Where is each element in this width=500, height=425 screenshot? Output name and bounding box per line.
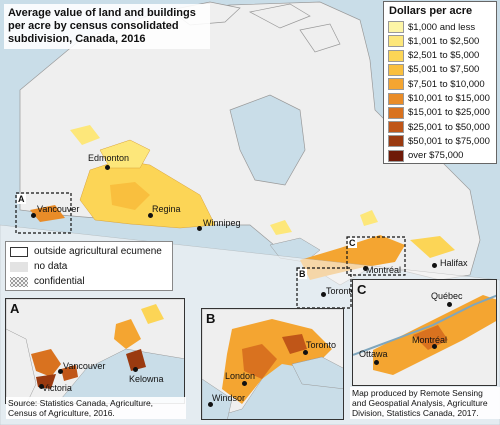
- legend-swatch: [388, 21, 404, 33]
- city-dot-vancouver: [31, 213, 36, 218]
- source-note: Source: Statistics Canada, Agriculture, …: [6, 397, 186, 419]
- key-confidential-label: confidential: [34, 276, 85, 287]
- legend-label: $5,001 to $7,500: [408, 64, 480, 76]
- inset-a-label-kelowna: Kelowna: [129, 374, 164, 384]
- inset-b-label-windsor: Windsor: [212, 393, 246, 403]
- city-dot-halifax: [432, 263, 437, 268]
- legend-row: $2,501 to $5,000: [388, 49, 479, 63]
- inset-b-label-london: London: [225, 371, 256, 381]
- region-box-c: [346, 236, 406, 276]
- inset-a-dot-victoria: [39, 384, 44, 389]
- legend-swatch: [388, 121, 404, 134]
- legend-label: $7,501 to $10,000: [408, 78, 485, 90]
- no-data-swatch: [10, 261, 28, 272]
- inset-b-dot-windsor: [208, 402, 213, 407]
- inset-a-dot-vancouver: [58, 369, 63, 374]
- region-label-a: A: [17, 194, 26, 204]
- city-dot-toronto: [321, 292, 326, 297]
- legend-swatch: [388, 135, 404, 148]
- legend-row: $5,001 to $7,500: [388, 63, 479, 77]
- inset-a: A Vancouver Victoria Kelowna: [5, 298, 185, 404]
- legend-swatch: [388, 106, 404, 119]
- inset-c-dot-ottawa: [374, 360, 379, 365]
- prairie-high-value: [110, 182, 150, 210]
- legend-row: $15,001 to $25,000: [388, 106, 490, 120]
- key-nodata-row: no data: [10, 261, 67, 272]
- legend-swatch: [388, 63, 404, 76]
- legend-row: $25,001 to $50,000: [388, 120, 490, 134]
- inset-c-dot-quebec: [447, 302, 452, 307]
- key-nodata-label: no data: [34, 261, 68, 272]
- city-label-winnipeg: Winnipeg: [203, 218, 241, 228]
- region-label-c: C: [348, 238, 357, 248]
- legend-label: $1,001 to $2,500: [408, 35, 480, 47]
- region-label-b: B: [298, 269, 307, 279]
- city-label-edmonton: Edmonton: [88, 153, 130, 163]
- legend-row: over $75,000: [388, 149, 463, 163]
- clay-belt-agriculture: [270, 220, 292, 235]
- peace-river-agriculture: [70, 125, 100, 145]
- city-label-vancouver: Vancouver: [37, 204, 80, 214]
- inset-c-label-montreal: Montréal: [412, 335, 448, 345]
- inset-b: B Toronto London Windsor: [201, 308, 344, 420]
- key-confidential-row: confidential: [10, 276, 85, 287]
- legend-row: $1,000 and less: [388, 20, 475, 34]
- city-label-halifax: Halifax: [440, 258, 468, 268]
- legend-swatch: [388, 35, 404, 48]
- inset-c: C Québec Montréal Ottawa: [352, 279, 497, 386]
- legend-label: $10,001 to $15,000: [408, 93, 490, 104]
- hudson-bay: [229, 94, 306, 186]
- inset-b-letter: B: [206, 311, 216, 326]
- credit-note: Map produced by Remote Sensing and Geosp…: [350, 387, 500, 419]
- inset-c-label-ottawa: Ottawa: [359, 349, 388, 359]
- city-dot-winnipeg: [197, 226, 202, 231]
- legend-row: $10,001 to $15,000: [388, 92, 490, 106]
- confidential-swatch: [10, 276, 28, 287]
- inset-b-dot-london: [242, 381, 247, 386]
- legend-label: over $75,000: [408, 150, 464, 162]
- city-dot-montreal: [363, 266, 368, 271]
- city-dot-edmonton: [105, 165, 110, 170]
- legend-label: $25,001 to $50,000: [408, 121, 490, 133]
- inset-b-dot-toronto: [303, 350, 308, 355]
- city-dot-regina: [148, 213, 153, 218]
- lac-st-jean-agriculture: [360, 210, 378, 226]
- inset-c-letter: C: [357, 282, 367, 297]
- inset-c-label-quebec: Québec: [431, 291, 463, 301]
- legend-label: $15,001 to $25,000: [408, 107, 490, 119]
- inset-b-map: [202, 309, 343, 419]
- inset-a-letter: A: [10, 301, 20, 316]
- inset-a-map: [6, 299, 184, 403]
- legend-row: $1,001 to $2,500: [388, 34, 479, 48]
- key-outside-row: outside agricultural ecumene: [10, 246, 162, 257]
- map-key: outside agricultural ecumene no data con…: [5, 241, 173, 291]
- bc-agriculture: [30, 205, 65, 222]
- key-outside-label: outside agricultural ecumene: [34, 246, 162, 257]
- legend-label: $1,000 and less: [408, 21, 476, 33]
- region-box-a: [15, 192, 72, 234]
- legend-swatch: [388, 92, 404, 105]
- legend-swatch: [388, 49, 404, 62]
- inset-c-map: [353, 280, 496, 385]
- inset-a-label-vancouver: Vancouver: [63, 361, 106, 371]
- city-label-regina: Regina: [152, 204, 181, 214]
- legend-label: $2,501 to $5,000: [408, 50, 480, 62]
- outside-ecumene-swatch: [10, 246, 28, 257]
- legend-row: $7,501 to $10,000: [388, 77, 485, 91]
- maritimes-agriculture: [410, 236, 455, 258]
- inset-c-dot-montreal: [432, 344, 437, 349]
- city-label-toronto: Toronto: [326, 286, 357, 296]
- legend-row: $50,001 to $75,000: [388, 134, 490, 148]
- legend: Dollars per acre $1,000 and less $1,001 t…: [383, 1, 497, 164]
- legend-title: Dollars per acre: [389, 5, 473, 17]
- inset-a-dot-kelowna: [133, 367, 138, 372]
- map-title: Average value of land and buildings per …: [4, 4, 210, 49]
- inset-b-label-toronto: Toronto: [306, 340, 337, 350]
- city-label-montreal: Montréal: [366, 265, 402, 275]
- legend-swatch: [388, 78, 404, 91]
- inset-a-label-victoria: Victoria: [42, 383, 72, 393]
- legend-label: $50,001 to $75,000: [408, 135, 490, 147]
- legend-swatch: [388, 149, 404, 162]
